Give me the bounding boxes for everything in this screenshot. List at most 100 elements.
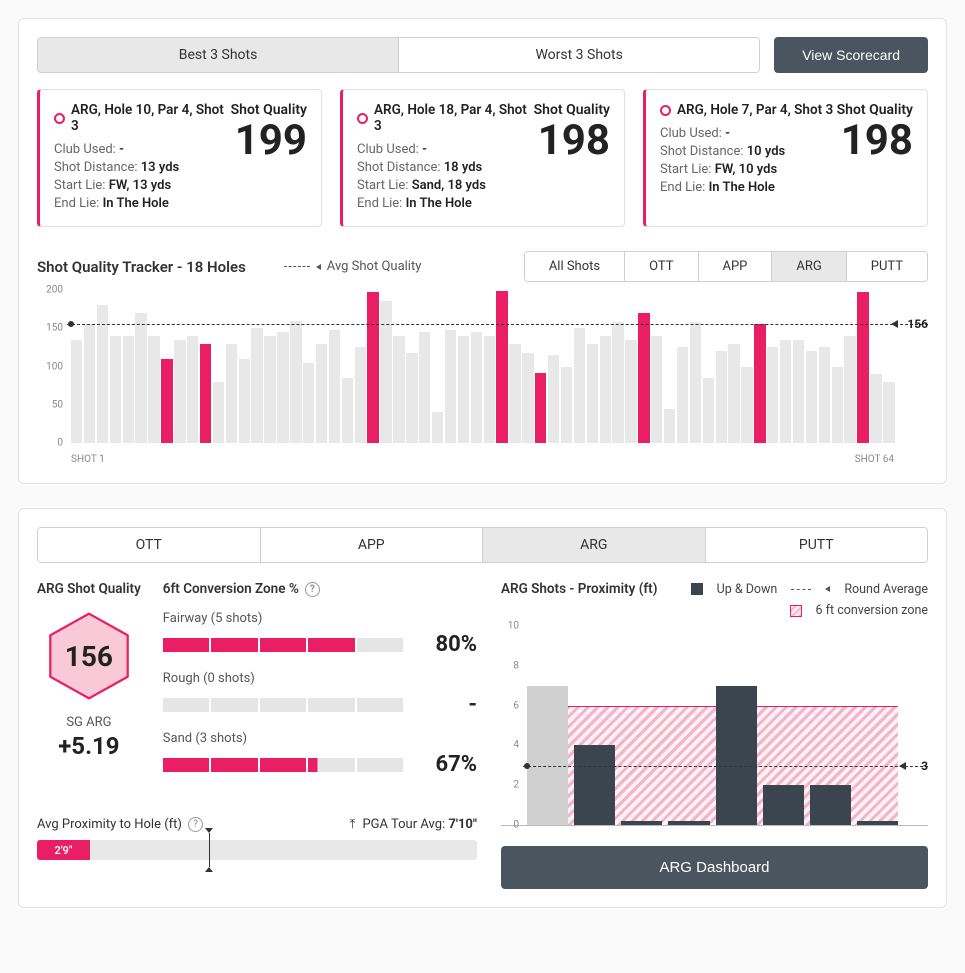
tracker-bar[interactable] <box>251 328 262 443</box>
sg-label: SG ARG <box>37 715 141 730</box>
tracker-bar[interactable] <box>135 313 146 443</box>
tracker-bar[interactable] <box>200 344 211 443</box>
tracker-bar[interactable] <box>303 363 314 443</box>
prox-bar[interactable] <box>716 686 757 825</box>
tracker-bar[interactable] <box>561 367 572 444</box>
tracker-bar[interactable] <box>110 336 121 443</box>
tracker-bar[interactable] <box>458 336 469 443</box>
tracker-bar[interactable] <box>148 336 159 443</box>
tracker-bar[interactable] <box>213 382 224 443</box>
swatch-dark-icon <box>691 583 703 595</box>
tracker-bar[interactable] <box>638 313 649 443</box>
tracker-bar[interactable] <box>857 292 868 443</box>
prox-bar[interactable] <box>668 821 709 825</box>
tracker-bar[interactable] <box>84 324 95 443</box>
tracker-bar[interactable] <box>71 340 82 443</box>
tracker-bar[interactable] <box>393 336 404 443</box>
tracker-chart: 050100150200 156 SHOT 1 SHOT 64 <box>37 290 928 465</box>
tracker-bar[interactable] <box>277 332 288 443</box>
tracker-bar[interactable] <box>754 324 765 443</box>
tracker-bar[interactable] <box>844 336 855 443</box>
tracker-bar[interactable] <box>226 344 237 443</box>
help-icon[interactable]: ? <box>305 582 320 597</box>
tracker-bar[interactable] <box>187 336 198 443</box>
tracker-bar[interactable] <box>793 340 804 443</box>
tracker-bar[interactable] <box>496 291 507 443</box>
tracker-bar[interactable] <box>883 382 894 443</box>
prox-bar[interactable] <box>763 785 804 825</box>
tracker-bar[interactable] <box>535 373 546 443</box>
tracker-bar[interactable] <box>664 409 675 443</box>
tracker-bar[interactable] <box>728 344 739 443</box>
tracker-bar[interactable] <box>471 332 482 443</box>
tracker-bar[interactable] <box>716 351 727 443</box>
tracker-bar[interactable] <box>484 336 495 443</box>
view-scorecard-button[interactable]: View Scorecard <box>774 37 928 73</box>
shot-card[interactable]: ARG, Hole 7, Par 4, Shot 3 Club Used: - … <box>643 89 928 227</box>
prox-bar[interactable] <box>574 745 615 825</box>
tracker-bar[interactable] <box>832 367 843 444</box>
category-tab-ott[interactable]: OTT <box>38 528 261 562</box>
tracker-bar[interactable] <box>625 340 636 443</box>
tracker-bar[interactable] <box>548 355 559 443</box>
category-tab-putt[interactable]: PUTT <box>706 528 928 562</box>
conversion-block: Sand (3 shots) 67% <box>163 731 477 777</box>
tracker-bar[interactable] <box>767 347 778 443</box>
tracker-bar[interactable] <box>780 340 791 443</box>
arg-dashboard-button[interactable]: ARG Dashboard <box>501 846 928 889</box>
worst-shots-tab[interactable]: Worst 3 Shots <box>399 38 759 72</box>
tracker-bar[interactable] <box>174 340 185 443</box>
tracker-bar[interactable] <box>651 336 662 443</box>
tracker-bar[interactable] <box>264 336 275 443</box>
prox-bar[interactable] <box>810 785 851 825</box>
shot-cards: ARG, Hole 10, Par 4, Shot 3 Club Used: -… <box>37 89 928 227</box>
tracker-bar[interactable] <box>870 374 881 443</box>
tracker-bar[interactable] <box>703 378 714 443</box>
tracker-bar[interactable] <box>97 305 108 443</box>
tracker-bar[interactable] <box>161 359 172 443</box>
tracker-bar[interactable] <box>819 347 830 443</box>
shot-card[interactable]: ARG, Hole 18, Par 4, Shot 3 Club Used: -… <box>340 89 625 227</box>
tracker-tab-app[interactable]: APP <box>699 252 773 281</box>
tracker-bar[interactable] <box>574 328 585 443</box>
help-icon[interactable]: ? <box>188 817 203 832</box>
tracker-bar[interactable] <box>290 321 301 443</box>
category-tab-arg[interactable]: ARG <box>483 528 706 562</box>
tracker-tab-ott[interactable]: OTT <box>625 252 698 281</box>
tracker-bar[interactable] <box>239 359 250 443</box>
conversion-blocks: Fairway (5 shots) 80% Rough (0 shots) - … <box>163 611 477 777</box>
tracker-bar[interactable] <box>329 330 340 443</box>
tracker-bar[interactable] <box>522 353 533 443</box>
tracker-bar[interactable] <box>367 292 378 443</box>
prox-bar[interactable] <box>621 821 662 825</box>
pga-value: 7'10" <box>448 817 477 832</box>
tracker-tab-arg[interactable]: ARG <box>772 252 846 281</box>
shot-card[interactable]: ARG, Hole 10, Par 4, Shot 3 Club Used: -… <box>37 89 322 227</box>
legend-round-avg: Round Average <box>844 582 928 597</box>
tracker-bar[interactable] <box>342 378 353 443</box>
tracker-bar[interactable] <box>445 330 456 443</box>
conv-head-label: 6ft Conversion Zone % <box>163 581 299 597</box>
prox-bar[interactable] <box>857 821 898 825</box>
tracker-bar[interactable] <box>316 344 327 443</box>
tracker-bar[interactable] <box>123 336 134 443</box>
tracker-bar[interactable] <box>677 347 688 443</box>
tracker-bar[interactable] <box>612 322 623 443</box>
arg-panel: OTTAPPARGPUTT ARG Shot Quality 156 SG AR… <box>18 508 947 908</box>
best-shots-tab[interactable]: Best 3 Shots <box>38 38 399 72</box>
tracker-tab-putt[interactable]: PUTT <box>847 252 927 281</box>
tracker-bar[interactable] <box>509 344 520 443</box>
prox-bar[interactable] <box>527 686 568 825</box>
tracker-bar[interactable] <box>806 351 817 443</box>
tracker-bar[interactable] <box>600 336 611 443</box>
tracker-bar[interactable] <box>587 344 598 443</box>
tracker-bar[interactable] <box>432 412 443 443</box>
tracker-tab-all-shots[interactable]: All Shots <box>525 252 625 281</box>
tracker-bar[interactable] <box>419 332 430 443</box>
tracker-bar[interactable] <box>406 353 417 443</box>
category-tab-app[interactable]: APP <box>261 528 484 562</box>
conversion-block: Rough (0 shots) - <box>163 671 477 717</box>
tracker-bar[interactable] <box>355 347 366 443</box>
tracker-bar[interactable] <box>690 322 701 443</box>
tracker-bar[interactable] <box>741 367 752 444</box>
